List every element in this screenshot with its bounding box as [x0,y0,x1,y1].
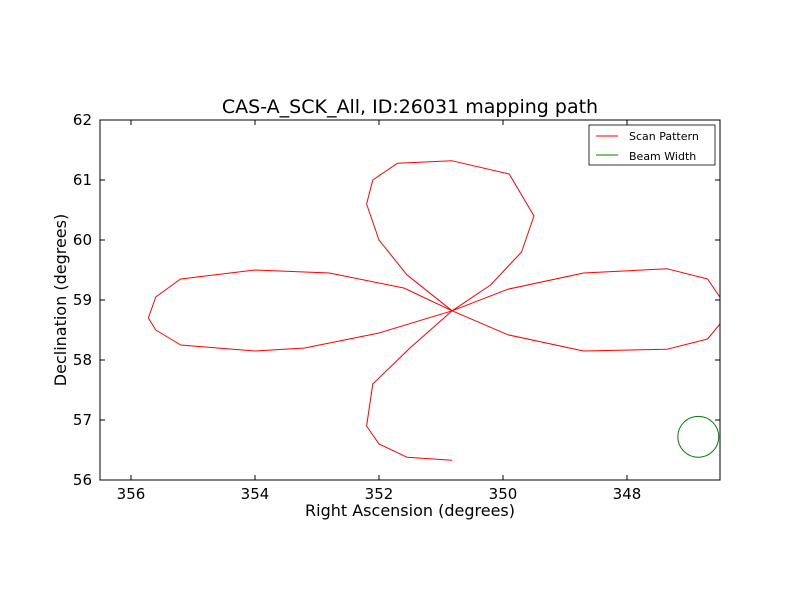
x-axis-label: Right Ascension (degrees) [305,501,515,520]
y-tick-label: 60 [73,231,92,249]
legend-label-beam-width: Beam Width [629,150,696,163]
beam-width-circle [677,415,720,458]
y-tick-label: 62 [73,111,92,129]
x-tick-label: 354 [241,485,270,503]
y-axis-label: Declination (degrees) [51,214,70,386]
y-tick-label: 56 [73,471,92,489]
legend-label-scan-pattern: Scan Pattern [629,130,699,143]
legend-box [588,124,716,166]
x-tick-label: 352 [365,485,394,503]
y-tick-label: 58 [73,351,92,369]
chart-title: CAS-A_SCK_All, ID:26031 mapping path [222,96,598,118]
axis-ticks: 356 354 352 350 348 56 57 58 59 60 61 62 [73,111,720,503]
y-tick-label: 59 [73,291,92,309]
y-tick-label: 57 [73,411,92,429]
legend: Scan Pattern Beam Width [588,124,716,166]
y-tick-label: 61 [73,171,92,189]
plot-area [147,160,720,461]
x-tick-label: 356 [117,485,146,503]
x-tick-label: 348 [613,485,642,503]
x-tick-label: 350 [489,485,518,503]
scan-pattern-line [147,160,720,461]
